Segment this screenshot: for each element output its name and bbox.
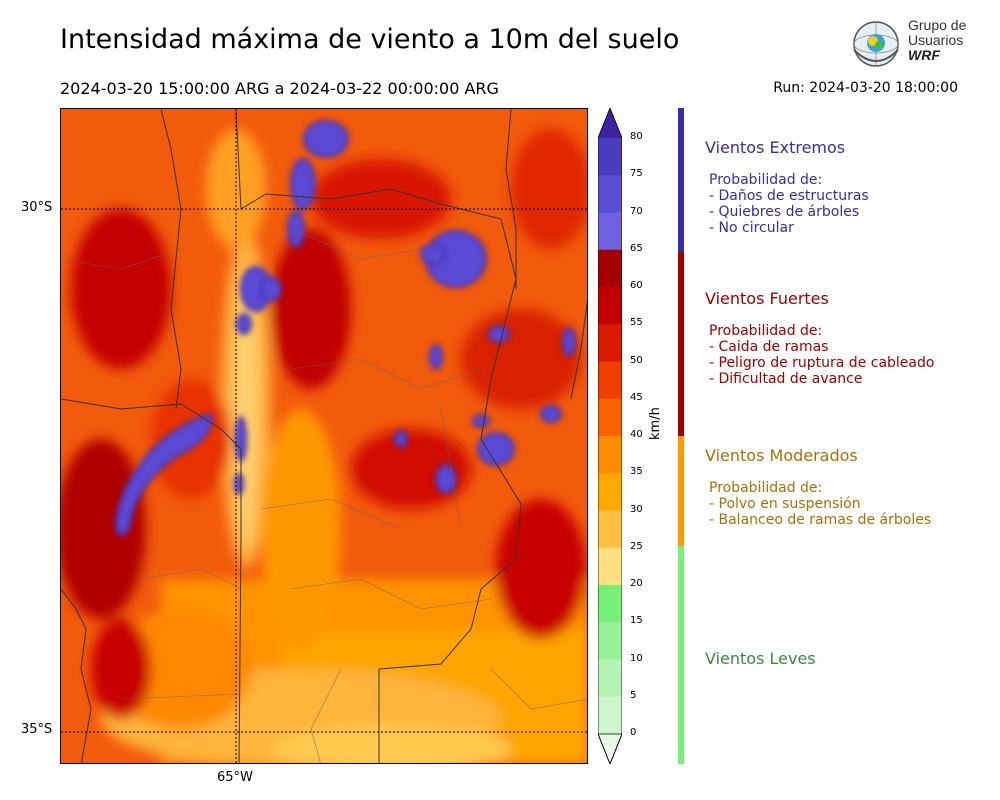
colorbar-tick-label: 15 — [630, 615, 643, 627]
chart-title: Intensidad máxima de viento a 10m del su… — [60, 24, 680, 55]
desc-line: - Dificultad de avance — [709, 371, 863, 387]
colorbar-swatch — [598, 212, 622, 251]
category-title-extremos: Vientos Extremos — [705, 138, 846, 157]
colorbar-swatch — [598, 398, 622, 437]
colorbar-tick-label: 40 — [630, 429, 643, 440]
desc-line: - Polvo en suspensión — [709, 496, 861, 512]
colorbar-tick-label: 0 — [630, 727, 637, 738]
lat-label-30s: 30°S — [21, 200, 53, 215]
desc-line: Probabilidad de: — [709, 480, 823, 496]
colorbar-tick-label: 5 — [630, 689, 637, 701]
category-bar-extremos — [678, 108, 684, 252]
colorbar-swatch — [598, 287, 622, 325]
map-canvas — [61, 109, 587, 763]
colorbar — [597, 106, 623, 766]
colorbar-unit: km/h — [648, 407, 663, 440]
colorbar-tick-label: 20 — [630, 578, 643, 589]
colorbar-swatch — [598, 175, 622, 213]
wind-intensity-map — [60, 108, 588, 764]
lat-label-35s: 35°S — [21, 722, 53, 737]
colorbar-swatch — [598, 436, 622, 474]
category-title-leves: Vientos Leves — [705, 649, 816, 668]
category-bar-moderados — [678, 436, 684, 546]
desc-line: - Caida de ramas — [709, 339, 829, 355]
logo-line-3: WRF — [908, 47, 940, 63]
forecast-period: 2024-03-20 15:00:00 ARG a 2024-03-22 00:… — [60, 79, 499, 98]
logo-line-1: Grupo de — [908, 17, 967, 33]
category-desc-moderados: Probabilidad de: - Polvo en suspensión -… — [709, 480, 931, 528]
colorbar-swatch — [598, 361, 622, 400]
colorbar-extend-top — [598, 108, 622, 138]
desc-line: - Balanceo de ramas de árboles — [709, 512, 932, 528]
desc-line: - No circular — [709, 220, 794, 236]
colorbar-tick-label: 80 — [630, 131, 643, 142]
colorbar-tick-label: 60 — [630, 280, 643, 291]
colorbar-tick-label: 75 — [630, 168, 643, 180]
desc-line: Probabilidad de: — [709, 172, 823, 188]
lon-label-65w: 65°W — [217, 770, 253, 785]
colorbar-swatch — [598, 622, 622, 660]
colorbar-tick-label: 45 — [630, 391, 643, 403]
colorbar-tick-label: 55 — [630, 317, 643, 329]
colorbar-tick-label: 50 — [630, 354, 643, 366]
grupo-usuarios-wrf-logo: Grupo de Usuarios WRF — [848, 16, 968, 72]
desc-line: - Quiebres de árboles — [709, 204, 860, 220]
desc-line: Probabilidad de: — [709, 323, 823, 339]
colorbar-swatch — [598, 696, 622, 735]
category-title-moderados: Vientos Moderados — [705, 446, 858, 465]
colorbar-tick-label: 30 — [630, 503, 643, 515]
colorbar-extend-bottom — [597, 733, 623, 766]
colorbar-tick-label: 70 — [630, 205, 643, 217]
logo-line-2: Usuarios — [908, 32, 964, 48]
category-title-fuertes: Vientos Fuertes — [705, 289, 829, 308]
colorbar-tick-label: 25 — [630, 540, 643, 552]
colorbar-swatch — [598, 324, 622, 362]
category-desc-extremos: Probabilidad de: - Daños de estructuras … — [709, 172, 869, 236]
run-timestamp: Run: 2024-03-20 18:00:00 — [773, 80, 958, 96]
globe-logo-icon — [853, 21, 899, 67]
category-desc-fuertes: Probabilidad de: - Caida de ramas - Peli… — [709, 323, 934, 387]
colorbar-swatch — [598, 659, 622, 698]
colorbar-swatch — [598, 585, 622, 623]
colorbar-swatch — [598, 547, 622, 586]
colorbar-tick-label: 65 — [630, 242, 643, 254]
colorbar-swatches — [597, 106, 623, 766]
category-bar-fuertes — [678, 252, 684, 436]
colorbar-swatch — [598, 138, 622, 176]
colorbar-tick-label: 35 — [630, 466, 643, 478]
colorbar-tick-label: 10 — [630, 652, 643, 664]
colorbar-swatch — [598, 473, 622, 511]
colorbar-swatch — [598, 510, 622, 549]
colorbar-swatch — [598, 249, 622, 288]
desc-line: - Daños de estructuras — [709, 188, 869, 204]
category-bar-leves — [678, 546, 684, 764]
desc-line: - Peligro de ruptura de cableado — [709, 355, 935, 371]
